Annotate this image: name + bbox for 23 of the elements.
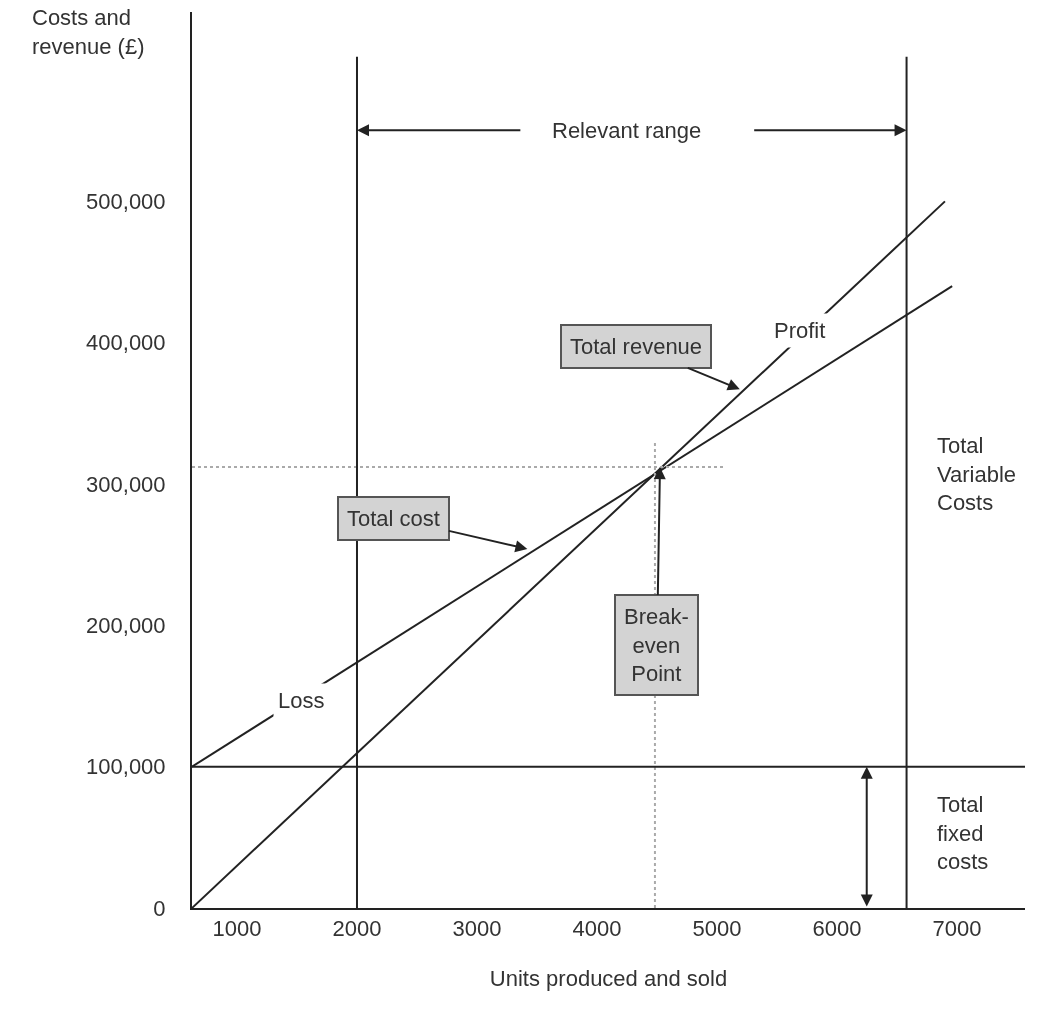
x-tick-label: 5000	[692, 916, 742, 942]
annotation: Break- even Point	[624, 604, 689, 687]
annotation: Total Variable Costs	[937, 433, 1017, 516]
x-tick-label: 7000	[932, 916, 982, 942]
y-tick-label: 100,000	[86, 754, 166, 780]
annotation: Relevant range	[552, 118, 702, 143]
y-tick-label: 400,000	[86, 330, 166, 356]
x-tick-label: 4000	[572, 916, 622, 942]
x-tick-label: 6000	[812, 916, 862, 942]
annotation: Profit	[774, 318, 826, 343]
y-tick-label: 300,000	[86, 471, 166, 497]
y-tick-label: 0	[153, 895, 166, 921]
x-tick-label: 1000	[212, 916, 262, 942]
x-axis-title: Units produced and sold	[489, 965, 728, 991]
x-tick-label: 3000	[452, 916, 502, 942]
annotation: Total fixed costs	[937, 792, 989, 875]
annotation: Total revenue	[570, 334, 703, 359]
y-tick-label: 200,000	[86, 613, 166, 639]
y-axis-title: Costs and revenue (£)	[32, 5, 145, 59]
annotation: Loss	[278, 688, 325, 713]
annotation: Total cost	[347, 506, 440, 531]
y-tick-label: 500,000	[86, 189, 166, 215]
x-tick-label: 2000	[332, 916, 382, 942]
